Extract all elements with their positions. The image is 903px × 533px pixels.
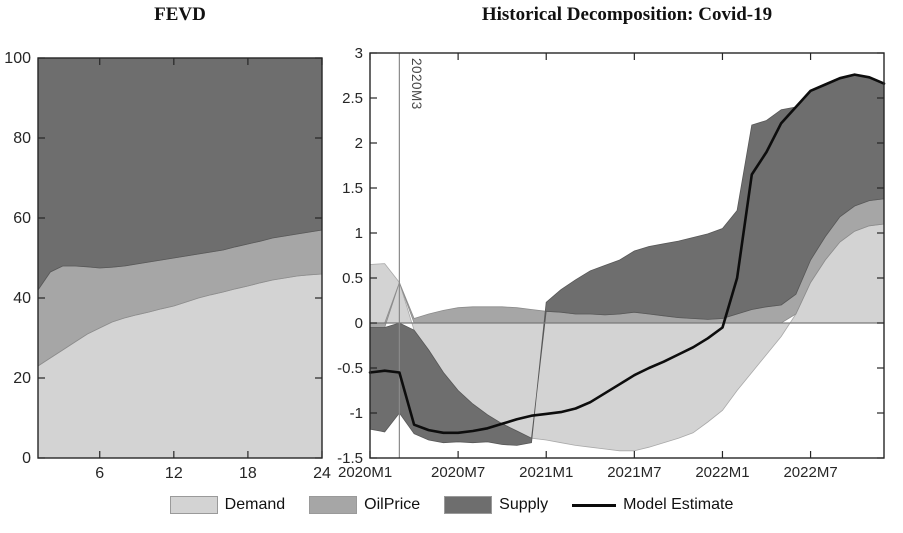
hd-x-tick-label: 2020M1: [338, 464, 392, 481]
legend-label-oilprice: OilPrice: [364, 496, 421, 513]
legend-item-oilprice: OilPrice: [309, 496, 420, 514]
fevd-y-tick-label: 0: [22, 450, 31, 467]
fevd-y-tick-label: 60: [13, 210, 31, 227]
hd-y-tick-label: 3: [355, 45, 363, 62]
hd-y-tick-label: 1: [355, 225, 363, 242]
hd-plot-box: [369, 52, 885, 459]
hd-x-tick-label: 2022M7: [783, 464, 837, 481]
hd-chart: 2020M1 2020M7 2021M1 2021M7 2022M1 2022M7 3 2.5…: [337, 45, 886, 481]
covid-start-annotation: 2020M3: [409, 58, 424, 110]
hd-y-tick-label: 2.5: [342, 90, 363, 107]
legend-label-model: Model Estimate: [623, 496, 734, 513]
hd-x-tick-label: 2021M1: [519, 464, 573, 481]
hd-x-tick-label: 2021M7: [607, 464, 661, 481]
hd-y-tick-label: -0.5: [337, 360, 363, 377]
hd-y-tick-label: 0: [355, 315, 363, 332]
hd-y-tick-label: 0.5: [342, 270, 363, 287]
hd-x-tick-label: 2022M1: [695, 464, 749, 481]
model-line-icon: [572, 503, 617, 507]
hd-y-tick-label: -1.5: [337, 450, 363, 467]
fevd-y-tick-label: 40: [13, 290, 31, 307]
hd-ticks: [369, 52, 884, 459]
fevd-y-tick-label: 80: [13, 130, 31, 147]
hd-y-tick-label: -1: [350, 405, 363, 422]
oilprice-swatch-icon: [309, 496, 358, 514]
fevd-plot-box: [37, 57, 323, 459]
fevd-x-tick-label: 12: [165, 465, 183, 482]
model-estimate-line: [368, 73, 886, 435]
fevd-x-tick-label: 6: [95, 465, 104, 482]
hd-y-tick-label: 2: [355, 135, 363, 152]
fevd-y-tick-label: 20: [13, 370, 31, 387]
legend-label-supply: Supply: [499, 496, 549, 513]
hd-x-tick-label: 2020M7: [431, 464, 485, 481]
legend-item-supply: Supply: [444, 496, 548, 514]
legend-item-model-estimate: Model Estimate: [572, 496, 733, 514]
fevd-x-tick-label: 24: [313, 465, 331, 482]
supply-swatch-icon: [444, 496, 493, 514]
fevd-title: FEVD: [154, 4, 206, 25]
fevd-x-tick-label: 18: [239, 465, 257, 482]
legend-label-demand: Demand: [224, 496, 286, 513]
fevd-chart: 6 12 18 24 0 20 40 60 80 100: [4, 50, 331, 482]
demand-swatch-icon: [169, 496, 218, 514]
hd-title: Historical Decomposition: Covid-19: [481, 4, 773, 25]
legend-item-demand: Demand: [169, 496, 286, 514]
hd-y-tick-label: 1.5: [342, 180, 363, 197]
fevd-y-tick-label: 100: [4, 50, 31, 67]
fevd-ticks: [38, 57, 323, 459]
chart-legend: Demand OilPrice Supply Model Estimate: [0, 496, 903, 514]
